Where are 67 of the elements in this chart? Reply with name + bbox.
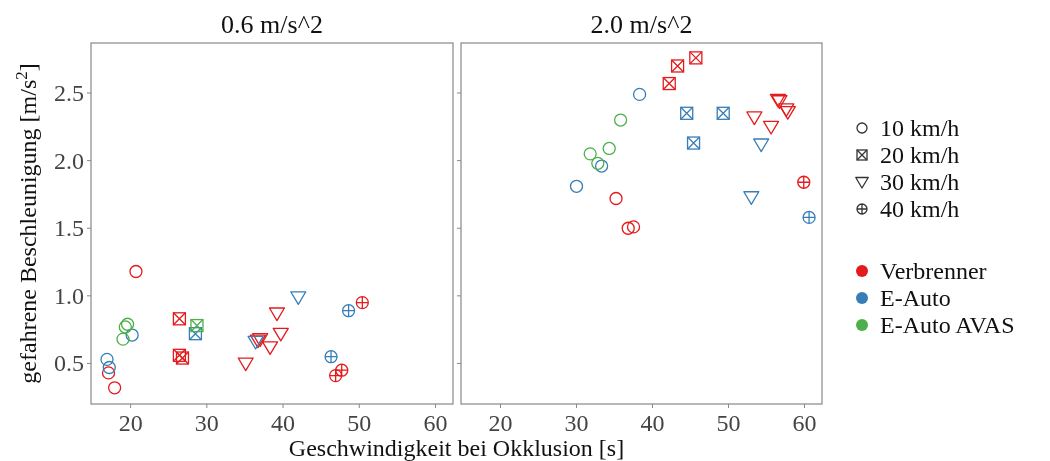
y-tick-label: 2.0 xyxy=(54,147,84,174)
point xyxy=(602,141,616,156)
point xyxy=(102,360,116,375)
point xyxy=(188,327,203,341)
x-tick-label: 60 xyxy=(423,410,448,436)
text: 20 km/h xyxy=(880,142,960,168)
point xyxy=(237,357,254,372)
point xyxy=(797,175,811,189)
chart-title: 0.6 m/s^2 xyxy=(221,10,323,39)
point xyxy=(355,295,369,310)
point xyxy=(328,368,343,383)
x-tick-label: 50 xyxy=(716,410,741,436)
point xyxy=(716,106,730,120)
point xyxy=(116,332,130,346)
text: 10 km/h xyxy=(880,115,960,141)
x-tick-label: 30 xyxy=(564,410,589,436)
point xyxy=(125,328,139,342)
point xyxy=(100,352,114,367)
x-tick-label: 40 xyxy=(271,410,296,436)
point xyxy=(569,179,584,193)
point xyxy=(324,350,338,364)
y-tick-label: 0.5 xyxy=(54,350,84,377)
point xyxy=(686,136,701,150)
point xyxy=(662,76,676,91)
point xyxy=(335,363,349,377)
point xyxy=(762,120,780,135)
point xyxy=(591,156,605,170)
x-axis-title: Geschwindigkeit bei Okklusion [s] xyxy=(288,435,625,461)
text: Verbrenner xyxy=(880,258,987,284)
point xyxy=(172,312,187,326)
point xyxy=(626,220,641,234)
y-tick-label: 1.5 xyxy=(54,215,84,242)
point xyxy=(743,191,760,205)
point xyxy=(583,147,597,161)
chart-title: 2.0 m/s^2 xyxy=(590,10,693,39)
point xyxy=(594,159,609,173)
point xyxy=(261,341,279,356)
point xyxy=(101,366,116,380)
point xyxy=(268,307,286,322)
point xyxy=(613,113,628,127)
point xyxy=(609,191,623,206)
x-tick-label: 50 xyxy=(347,410,372,436)
point xyxy=(190,318,204,333)
point xyxy=(341,304,356,318)
text: E-Auto xyxy=(880,285,951,311)
x-tick-label: 30 xyxy=(194,410,219,436)
x-tick-label: 60 xyxy=(792,410,817,436)
point xyxy=(680,106,694,120)
y-tick-label: 2.5 xyxy=(54,80,84,107)
x-tick-label: 20 xyxy=(118,410,143,436)
text: E-Auto AVAS xyxy=(880,312,1015,338)
point xyxy=(272,327,289,342)
point xyxy=(689,51,703,65)
text: 30 km/h xyxy=(880,169,960,195)
point xyxy=(802,210,816,225)
y-tick-label: 1.0 xyxy=(54,282,84,309)
point xyxy=(670,59,685,73)
point xyxy=(753,138,770,153)
x-tick-label: 40 xyxy=(640,410,665,436)
point xyxy=(290,291,307,306)
point xyxy=(632,87,647,102)
point xyxy=(129,264,143,279)
text: 40 km/h xyxy=(880,196,960,222)
point xyxy=(621,221,635,235)
point xyxy=(746,111,763,126)
x-tick-label: 20 xyxy=(488,410,513,436)
point xyxy=(107,381,122,395)
